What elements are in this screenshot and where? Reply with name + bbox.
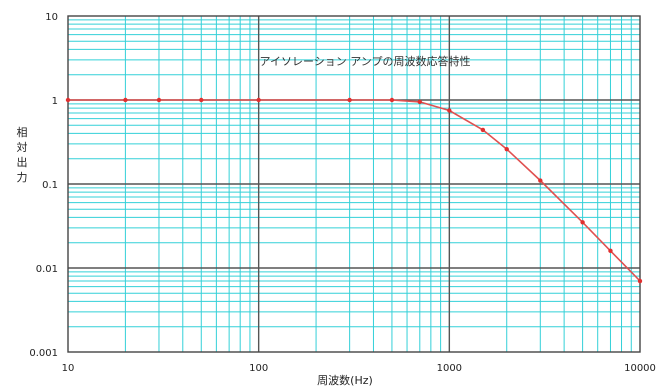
x-tick-label: 1000 (437, 363, 462, 374)
data-point (480, 127, 486, 133)
y-axis-label-char: 相 (17, 126, 28, 139)
data-point (538, 178, 543, 183)
chart-title: アイソレーション アンプの周波数応答特性 (260, 54, 471, 68)
x-tick-label: 10000 (624, 363, 656, 374)
y-axis-label-char: 力 (17, 171, 28, 184)
data-point (347, 97, 352, 103)
y-axis-label-char: 対 (17, 140, 28, 154)
data-point (256, 97, 261, 103)
x-tick-label: 100 (249, 363, 268, 374)
x-axis-label: 周波数(Hz) (317, 374, 373, 387)
data-point (199, 97, 204, 103)
data-point (156, 97, 162, 103)
data-point (65, 97, 71, 103)
data-point (504, 146, 509, 152)
series-line (68, 99, 641, 282)
data-point (608, 248, 613, 254)
y-axis-ticks: 10 1 0.1 0.01 0.001 (29, 12, 58, 359)
plot-frame (67, 15, 641, 353)
series-group (65, 97, 643, 284)
data-point (417, 99, 422, 105)
y-tick-label: 10 (45, 12, 58, 23)
y-tick-label: 0.001 (29, 348, 58, 359)
data-point (580, 220, 585, 225)
data-point (389, 97, 395, 103)
y-tick-label: 0.1 (42, 180, 58, 191)
y-tick-label: 0.01 (36, 264, 58, 275)
y-tick-label: 1 (52, 96, 58, 107)
data-point (447, 108, 452, 113)
x-axis-ticks: 10 100 1000 10000 (62, 363, 656, 374)
x-tick-label: 10 (62, 363, 75, 374)
data-point (637, 278, 643, 284)
y-axis-label-char: 出 (17, 155, 28, 169)
data-point (123, 97, 128, 103)
